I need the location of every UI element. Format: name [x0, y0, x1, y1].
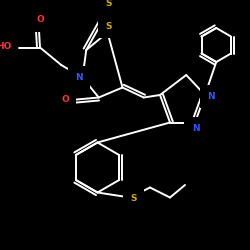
Text: S: S — [106, 0, 112, 8]
Text: S: S — [106, 22, 112, 31]
Text: O: O — [36, 16, 44, 24]
Text: O: O — [61, 96, 69, 104]
Text: S: S — [130, 194, 137, 203]
Text: N: N — [192, 124, 199, 133]
Text: N: N — [75, 73, 82, 82]
Text: N: N — [208, 92, 215, 101]
Text: HO: HO — [0, 42, 11, 51]
